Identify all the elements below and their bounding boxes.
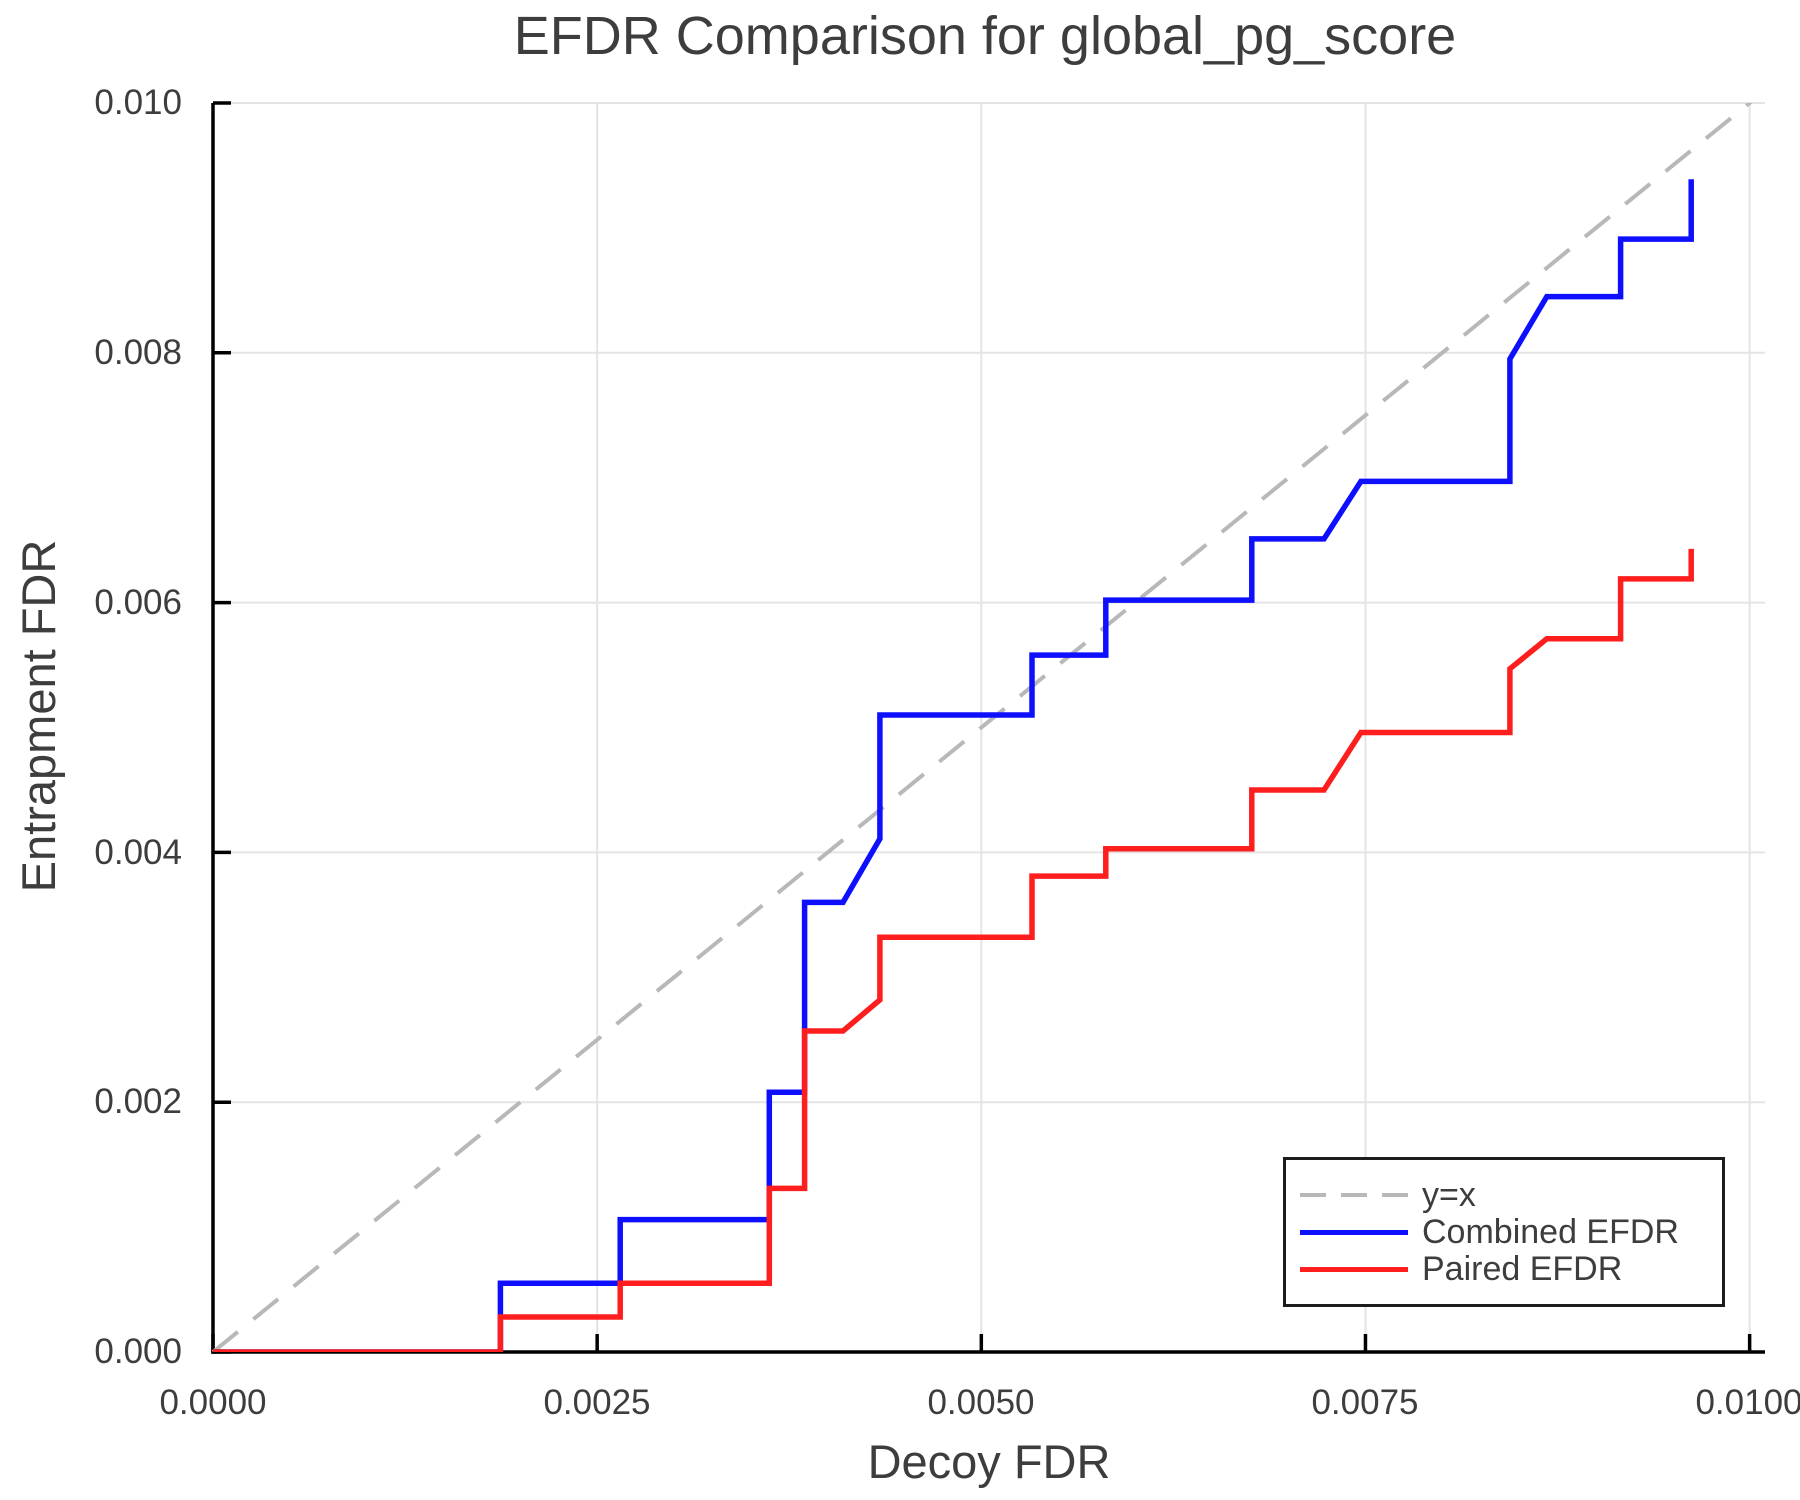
x-tick-label-0: 0.0000: [159, 1383, 267, 1422]
y-tick-label-4: 0.008: [94, 333, 182, 372]
chart-title: EFDR Comparison for global_pg_score: [513, 6, 1457, 66]
legend-row-paired-efdr: Paired EFDR: [1300, 1249, 1722, 1288]
x-tick-label-3: 0.0075: [1311, 1383, 1419, 1422]
y-tick-label-0: 0.000: [94, 1332, 182, 1371]
legend-sample-yx: [1300, 1193, 1408, 1197]
x-tick-label-2: 0.0050: [927, 1383, 1035, 1422]
y-tick-label-5: 0.010: [94, 83, 182, 122]
x-tick-label-4: 0.0100: [1695, 1383, 1800, 1422]
legend-label-paired-efdr: Paired EFDR: [1422, 1249, 1623, 1288]
legend-row-combined-efdr: Combined EFDR: [1300, 1212, 1722, 1251]
y-tick-label-2: 0.004: [94, 833, 182, 872]
y-axis-label: Entrapment FDR: [12, 539, 65, 893]
legend-sample-combined-efdr: [1300, 1229, 1408, 1235]
x-tick-label-1: 0.0025: [543, 1383, 651, 1422]
legend-sample-paired-efdr: [1300, 1266, 1408, 1272]
legend-row-yx: y=x: [1300, 1175, 1722, 1214]
x-axis-label: Decoy FDR: [867, 1435, 1111, 1488]
y-tick-label-3: 0.006: [94, 583, 182, 622]
legend-label-yx: y=x: [1422, 1175, 1476, 1214]
legend-label-combined-efdr: Combined EFDR: [1422, 1212, 1679, 1251]
legend-box: y=x Combined EFDR Paired EFDR: [1283, 1157, 1725, 1307]
y-tick-label-1: 0.002: [94, 1082, 182, 1121]
